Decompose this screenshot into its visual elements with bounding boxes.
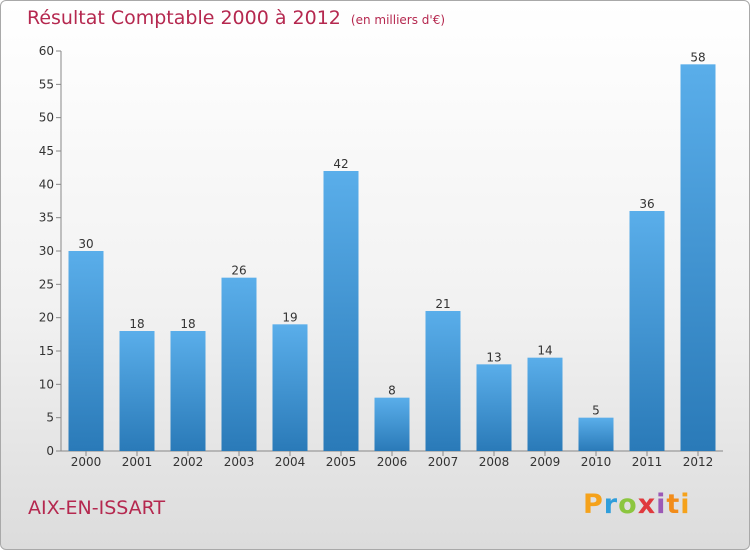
bar <box>68 251 104 451</box>
x-tick-label: 2003 <box>224 455 255 469</box>
bars <box>68 64 716 452</box>
x-tick-label: 2009 <box>530 455 561 469</box>
logo-letter: o <box>618 489 638 520</box>
y-tick-label: 20 <box>39 311 54 325</box>
logo-letter: x <box>637 489 657 520</box>
logo-letter: r <box>603 489 619 520</box>
y-tick-label: 35 <box>39 211 54 225</box>
y-tick-label: 0 <box>46 444 54 458</box>
bar <box>272 324 308 451</box>
x-tick-label: 2007 <box>428 455 459 469</box>
data-labels: 30 18 18 26 19 42 8 21 13 14 5 36 58 <box>78 50 705 417</box>
data-label: 5 <box>592 404 600 418</box>
y-tick-label: 45 <box>39 144 54 158</box>
y-tick-label: 40 <box>39 177 54 191</box>
y-tick-label: 15 <box>39 344 54 358</box>
logo-letter: t <box>666 489 681 520</box>
data-label: 8 <box>388 384 396 398</box>
x-tick-label: 2011 <box>632 455 663 469</box>
bar <box>170 331 206 451</box>
bar <box>629 211 665 451</box>
data-label: 36 <box>639 197 654 211</box>
logo-letter: i <box>656 489 667 520</box>
data-label: 18 <box>129 317 144 331</box>
data-label: 14 <box>537 344 552 358</box>
y-tick-label: 5 <box>46 411 54 425</box>
x-tick-label: 2006 <box>377 455 408 469</box>
x-tick-label: 2000 <box>71 455 102 469</box>
data-label: 21 <box>435 297 450 311</box>
x-tick-label: 2001 <box>122 455 153 469</box>
y-tick-label: 30 <box>39 244 54 258</box>
x-tick-label: 2004 <box>275 455 306 469</box>
data-label: 58 <box>690 50 705 64</box>
y-tick-label: 10 <box>39 377 54 391</box>
bar <box>374 397 410 451</box>
bar <box>221 277 257 451</box>
title-subtitle: (en milliers d'€) <box>350 13 446 27</box>
x-tick-label: 2002 <box>173 455 204 469</box>
data-label: 19 <box>282 310 297 324</box>
data-label: 42 <box>333 157 348 171</box>
bar <box>119 331 155 451</box>
y-tick-label: 25 <box>39 277 54 291</box>
bar <box>578 417 614 451</box>
data-label: 30 <box>78 237 93 251</box>
x-tick-label: 2008 <box>479 455 510 469</box>
commune-name: AIX-EN-ISSART <box>28 497 166 519</box>
bar <box>527 357 563 451</box>
bar <box>425 311 461 451</box>
data-label: 18 <box>180 317 195 331</box>
bar <box>323 171 359 451</box>
y-tick-label: 55 <box>39 77 54 91</box>
title-main: Résultat Comptable 2000 à 2012 <box>27 7 341 29</box>
proxiti-logo[interactable]: Proxiti <box>583 489 691 520</box>
data-label: 26 <box>231 264 246 278</box>
bar <box>476 364 512 451</box>
logo-letter: P <box>583 489 604 520</box>
y-tick-label: 50 <box>39 111 54 125</box>
x-tick-label: 2012 <box>683 455 714 469</box>
y-tick-label: 60 <box>39 44 54 58</box>
chart-title: Résultat Comptable 2000 à 2012 (en millie… <box>27 7 445 29</box>
x-tick-label: 2010 <box>581 455 612 469</box>
data-label: 13 <box>486 350 501 364</box>
x-tick-label: 2005 <box>326 455 357 469</box>
bar <box>680 64 716 452</box>
logo-letter: i <box>680 489 691 520</box>
